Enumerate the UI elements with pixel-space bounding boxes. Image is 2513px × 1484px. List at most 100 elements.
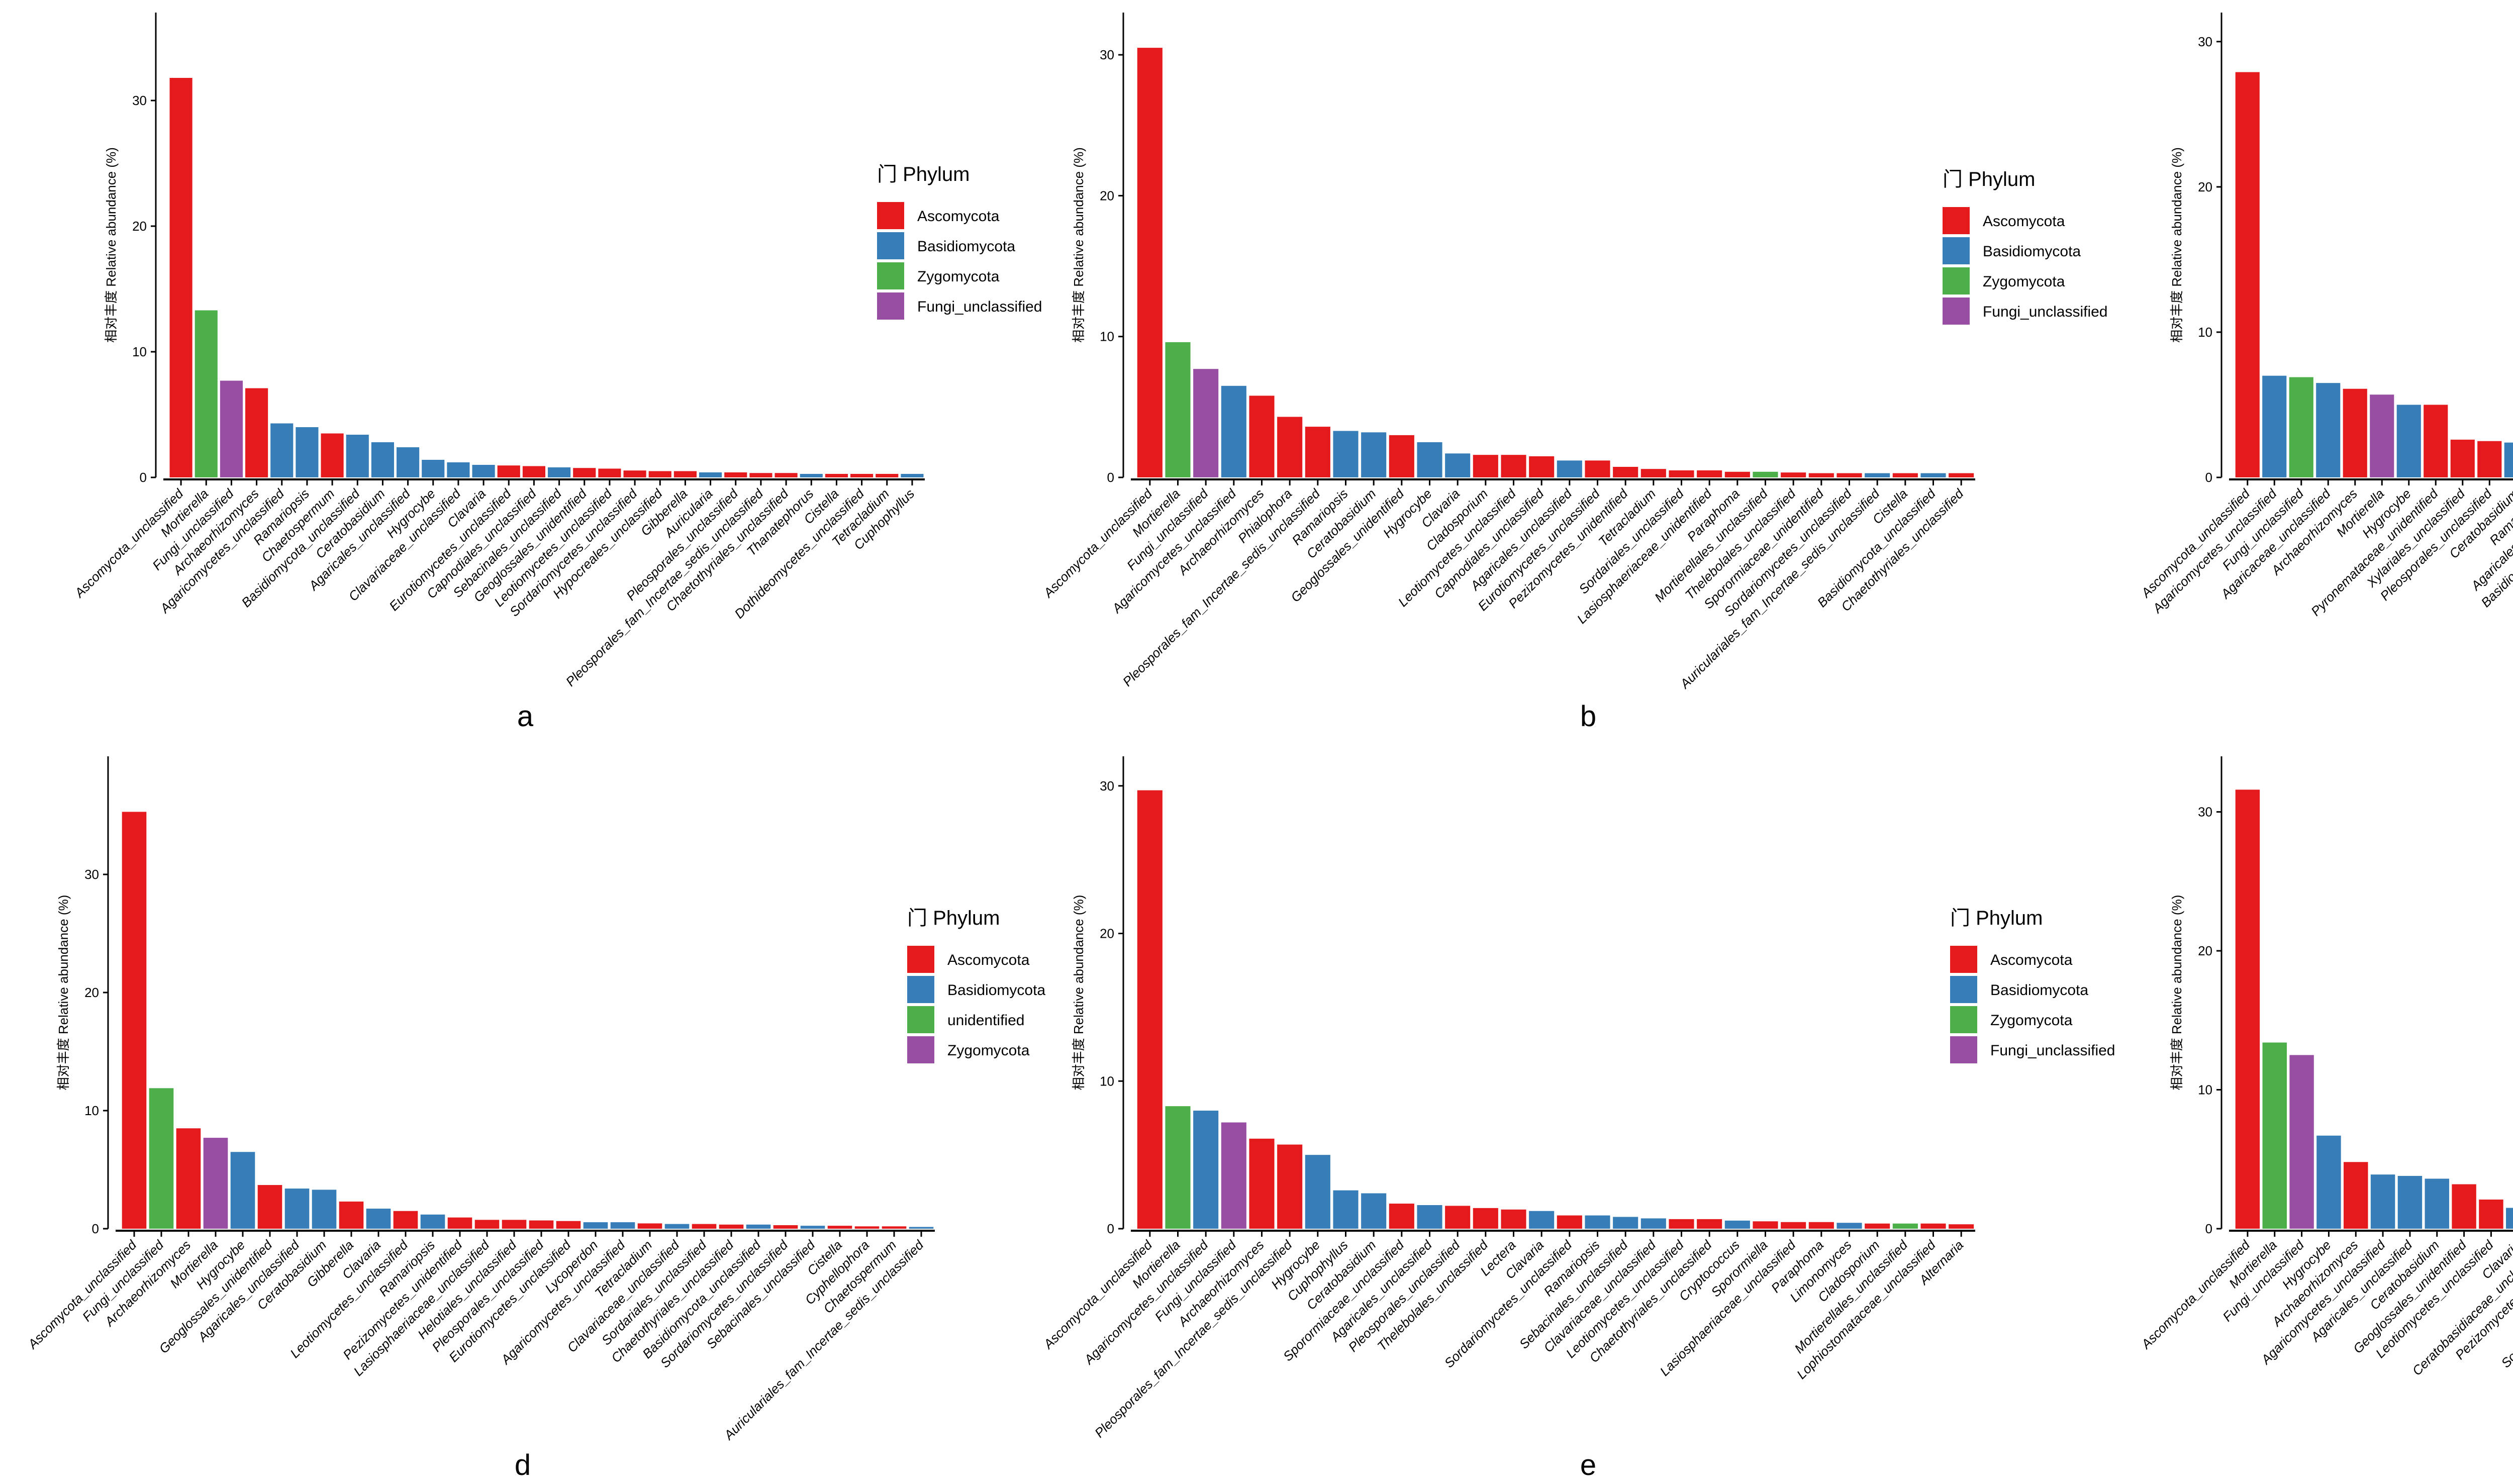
- bar: [1305, 427, 1330, 477]
- bar: [2343, 388, 2367, 477]
- panel-letter: e: [1580, 1449, 1596, 1481]
- legend-label: Ascomycota: [947, 952, 1030, 968]
- bar: [692, 1224, 717, 1229]
- bar: [1221, 1122, 1246, 1229]
- bar: [2262, 375, 2287, 477]
- legend-label: Ascomycota: [1983, 213, 2065, 230]
- bar: [1501, 1209, 1526, 1229]
- bar: [556, 1221, 581, 1229]
- x-tick-label: Ascomycota_unclassified: [1040, 1237, 1155, 1352]
- bar: [1865, 1223, 1890, 1229]
- bar: [393, 1211, 418, 1229]
- panel-d: 0 10 20 30 相对丰度 Relative abundance (%) Ascomy…: [24, 756, 1045, 1481]
- bar: [1529, 456, 1555, 477]
- y-tick-label: 0: [140, 470, 147, 485]
- y-axis-label: 相对丰度 Relative abundance (%): [1071, 147, 1086, 343]
- bar: [2424, 405, 2448, 477]
- bar: [2425, 1178, 2449, 1229]
- bar: [2316, 383, 2341, 477]
- bar: [447, 462, 470, 477]
- legend-label: Fungi_unclassified: [917, 299, 1042, 315]
- bar: [1781, 1222, 1806, 1229]
- bar: [1585, 460, 1610, 477]
- bar: [637, 1223, 662, 1229]
- legend-label: Zygomycota: [917, 268, 1000, 285]
- bar: [1585, 1215, 1610, 1229]
- legend-title: 门 Phylum: [1943, 168, 2036, 190]
- bar: [1417, 1205, 1442, 1229]
- bar: [1724, 471, 1750, 477]
- bar: [854, 1226, 880, 1229]
- bar: [2316, 1135, 2341, 1229]
- bar: [2262, 1042, 2287, 1229]
- bar: [176, 1128, 201, 1229]
- y-axis-label: 相对丰度 Relative abundance (%): [2169, 895, 2184, 1091]
- bar: [1753, 471, 1778, 477]
- bar: [623, 470, 646, 477]
- bar: [169, 78, 192, 477]
- y-tick-label: 10: [84, 1103, 99, 1118]
- legend-swatch: [1943, 237, 1970, 264]
- bar: [122, 812, 147, 1229]
- bar: [1417, 442, 1442, 477]
- panel-a: 0 10 20 30 相对丰度 Relative abundance (%) Ascomy…: [71, 13, 1042, 733]
- bar: [296, 427, 319, 477]
- legend-title: 门 Phylum: [877, 163, 970, 185]
- legend-label: Basidiomycota: [947, 982, 1045, 999]
- legend-swatch: [1943, 267, 1970, 294]
- bar: [664, 1224, 690, 1229]
- bar: [2289, 1055, 2314, 1229]
- bar: [371, 442, 394, 477]
- legend: 门 Phylum Ascomycota Basidiomycota Zygomycot…: [1943, 168, 2107, 325]
- bar: [420, 1214, 445, 1229]
- bar: [1389, 435, 1414, 477]
- y-tick-label: 20: [2198, 943, 2212, 958]
- bar: [1137, 790, 1163, 1229]
- legend-label: Fungi_unclassified: [1983, 304, 2107, 320]
- bar: [270, 423, 294, 477]
- bar: [2479, 1199, 2503, 1229]
- bar: [2370, 394, 2394, 477]
- panel-e: 0 10 20 30 相对丰度 Relative abundance (%) Ascomy…: [1040, 756, 2115, 1481]
- bar: [1669, 470, 1694, 477]
- y-tick-label: 30: [1100, 47, 1114, 62]
- legend-label: Ascomycota: [917, 208, 1000, 225]
- legend-swatch: [1950, 1006, 1977, 1033]
- bar: [1865, 473, 1890, 477]
- y-tick-label: 20: [132, 219, 147, 234]
- legend-swatch: [1943, 207, 1970, 234]
- y-axis-label: 相对丰度 Relative abundance (%): [2169, 147, 2184, 343]
- bar: [1501, 455, 1526, 477]
- bar: [1361, 432, 1387, 477]
- bar: [610, 1222, 635, 1229]
- y-axis-label: 相对丰度 Relative abundance (%): [104, 147, 119, 343]
- bar: [1697, 470, 1722, 477]
- legend: 门 Phylum Ascomycota Basidiomycota Zygomycot…: [1950, 907, 2115, 1063]
- y-tick-label: 10: [2198, 325, 2212, 340]
- bar: [2344, 1162, 2368, 1229]
- bar: [1333, 1190, 1359, 1229]
- bar: [1165, 1106, 1191, 1229]
- legend-label: Ascomycota: [1990, 952, 2073, 968]
- y-axis-label: 相对丰度 Relative abundance (%): [1071, 895, 1086, 1091]
- bar: [673, 471, 697, 477]
- bar: [548, 467, 571, 477]
- bar: [1445, 1206, 1471, 1229]
- legend-swatch: [907, 946, 934, 973]
- legend-swatch: [877, 202, 904, 229]
- bar: [1361, 1193, 1387, 1229]
- bar: [149, 1088, 174, 1229]
- y-tick-label: 0: [1107, 470, 1114, 485]
- legend-label: Fungi_unclassified: [1990, 1042, 2115, 1059]
- bar: [1445, 453, 1471, 477]
- bar: [1333, 431, 1359, 477]
- bar: [1753, 1221, 1778, 1229]
- x-tick-label: Ascomycota_unclassified: [24, 1237, 140, 1352]
- bar: [1557, 1215, 1582, 1229]
- panel-letter: b: [1580, 700, 1596, 733]
- bar: [775, 473, 798, 477]
- panel-f: 0 10 20 30 相对丰度 Relative abundance (%) Ascomy…: [2138, 756, 2513, 1378]
- bar: [2397, 1175, 2423, 1229]
